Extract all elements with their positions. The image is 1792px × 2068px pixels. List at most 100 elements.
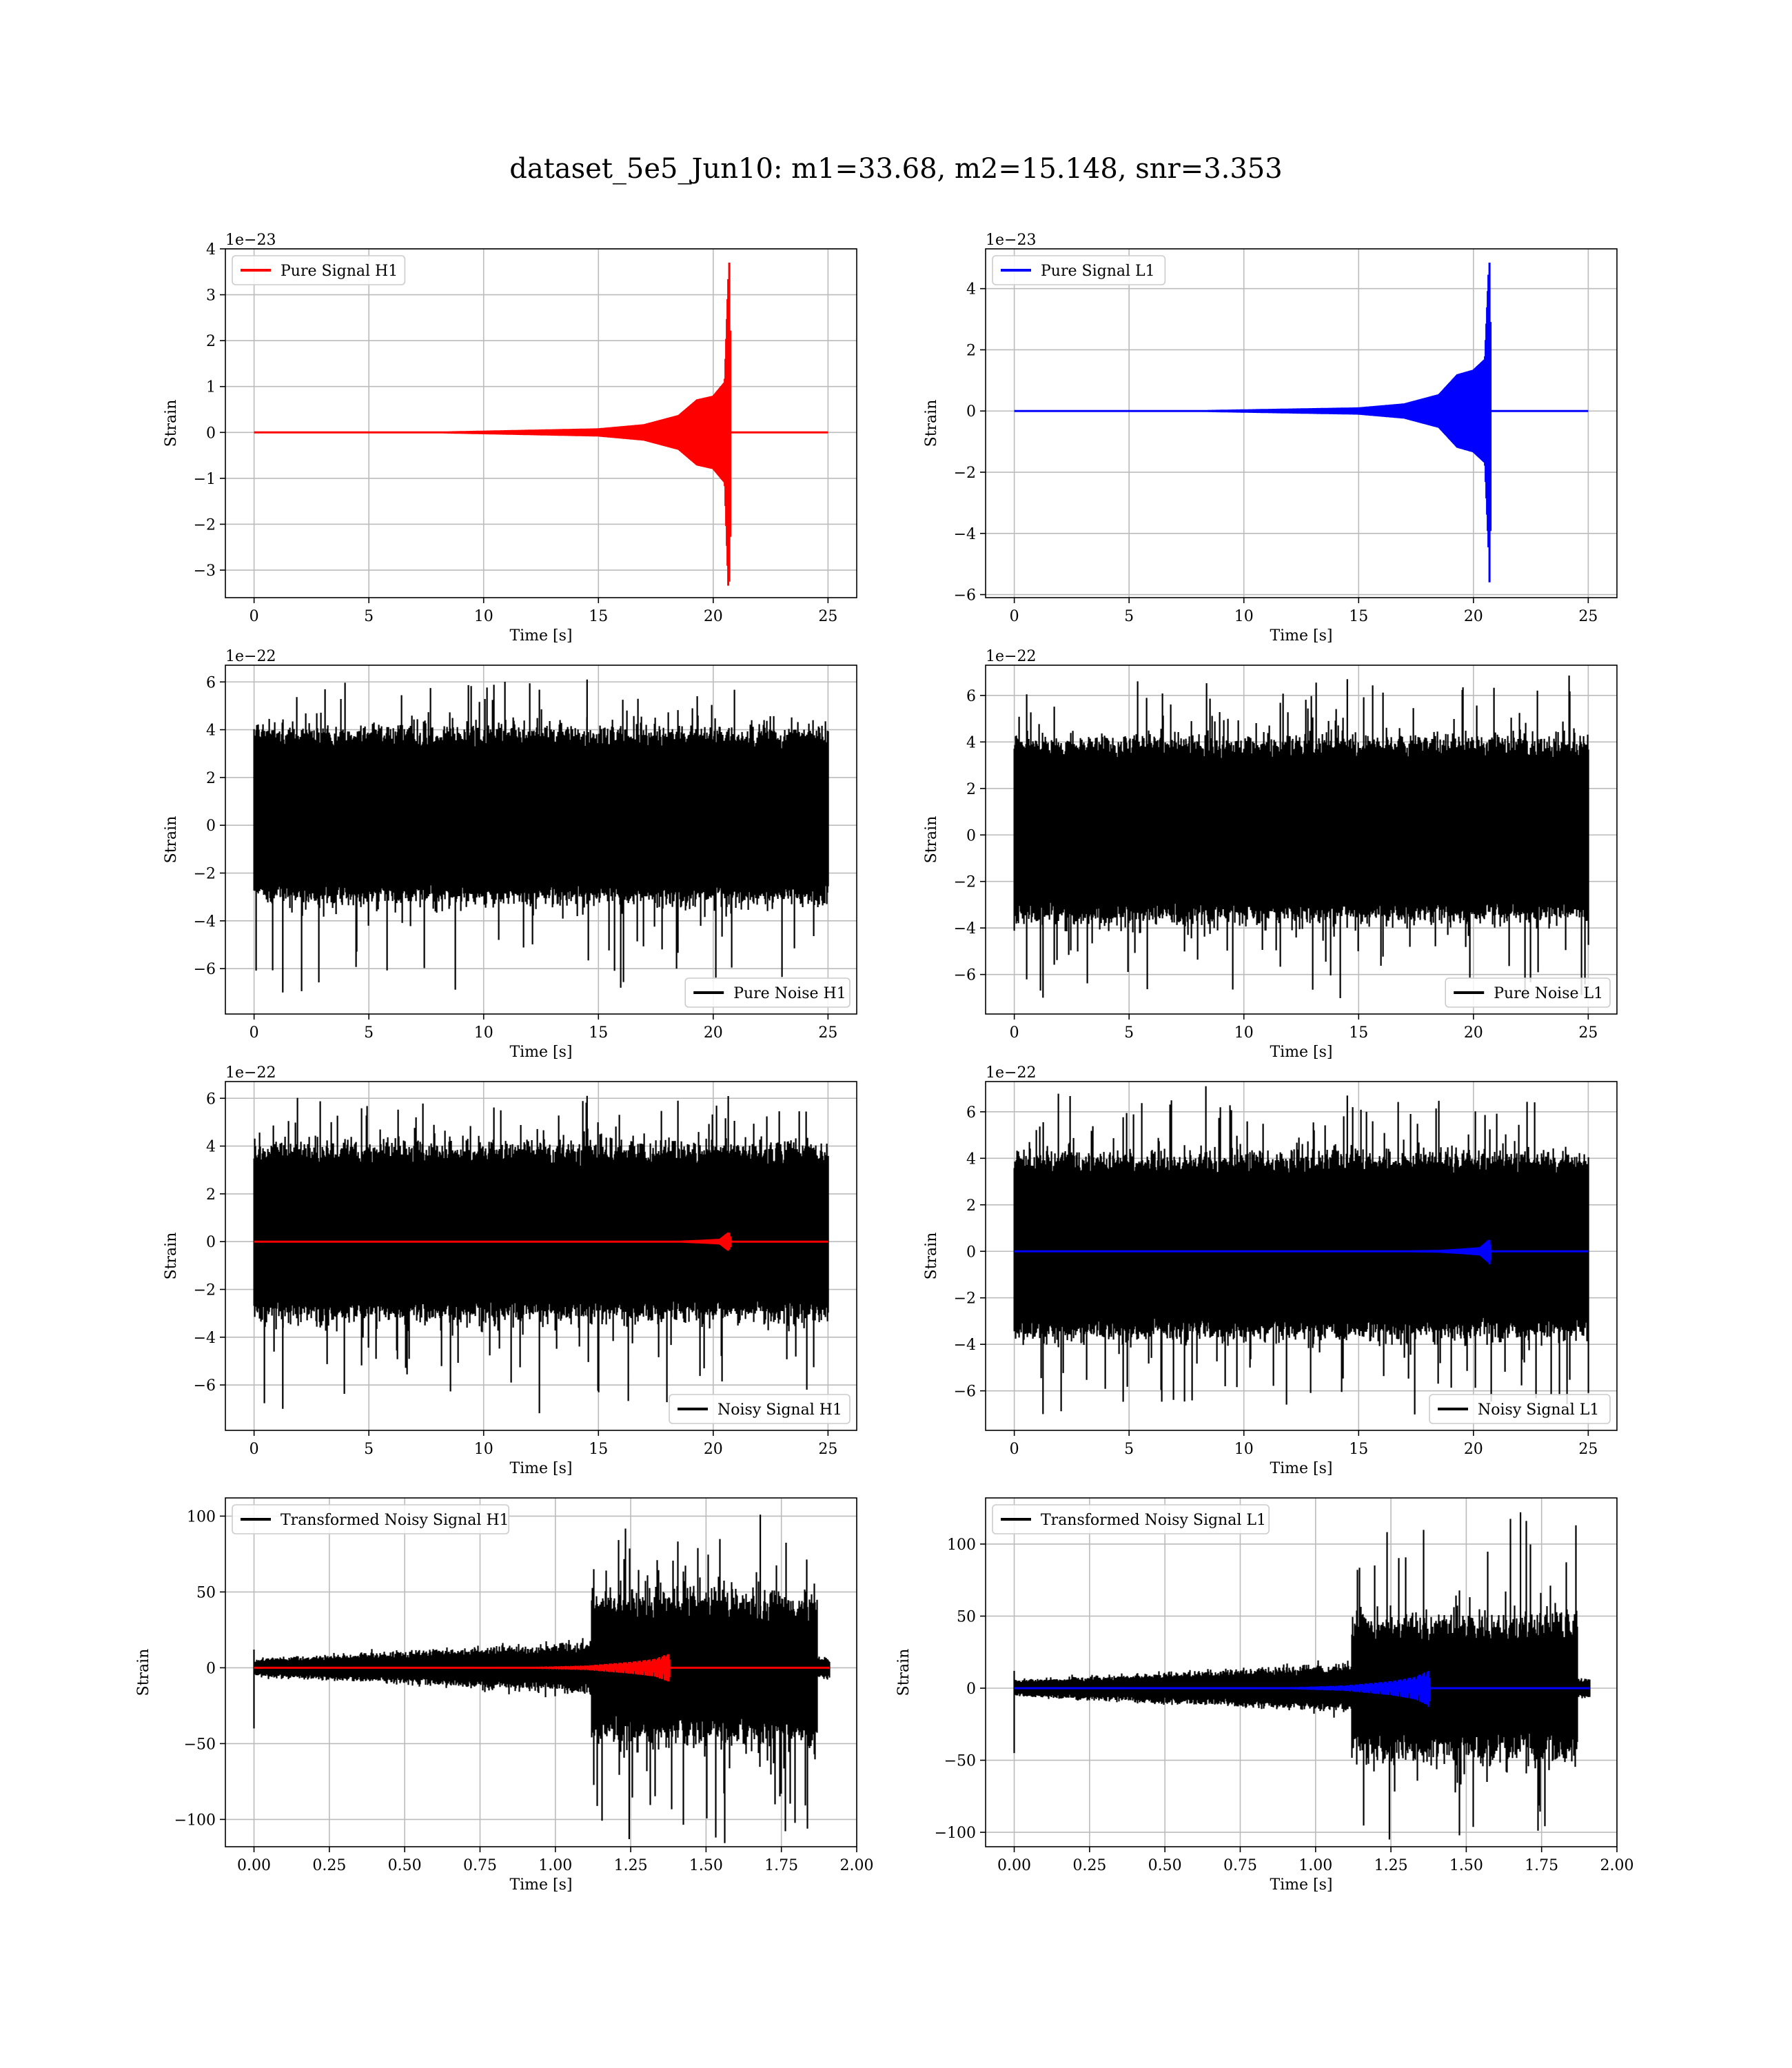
x-tick-label: 20 <box>704 608 723 625</box>
y-axis-label: Strain <box>163 1233 180 1280</box>
y-tick-label: 2 <box>966 342 976 359</box>
x-tick-label: 20 <box>704 1441 723 1458</box>
x-tick-label: 0.75 <box>463 1857 497 1874</box>
x-axis-label: Time [s] <box>1270 1044 1332 1061</box>
x-tick-label: 1.50 <box>689 1857 723 1874</box>
y-axis-label: Strain <box>163 816 180 864</box>
legend-label: Transformed Noisy Signal H1 <box>281 1512 509 1529</box>
legend: Pure Signal H1 <box>232 255 406 285</box>
y-tick-label: −6 <box>954 1383 976 1401</box>
x-tick-label: 15 <box>589 1441 608 1458</box>
x-tick-label: 0.50 <box>1148 1857 1182 1874</box>
x-tick-label: 0 <box>250 608 259 625</box>
offset-text: 1e−22 <box>986 648 1036 665</box>
y-axis: −6 −4 −2 0 2 4 <box>954 281 986 605</box>
noisy-signal-l1-series <box>1013 1086 1589 1415</box>
y-tick-label: 0 <box>206 425 216 442</box>
legend-box <box>992 1504 1270 1534</box>
y-tick-label: −2 <box>194 516 216 534</box>
y-tick-label: 1 <box>206 379 216 396</box>
legend-box <box>232 255 406 285</box>
y-tick-label: −4 <box>194 913 216 931</box>
legend-label: Pure Signal L1 <box>1041 263 1155 280</box>
y-tick-label: 4 <box>206 1139 216 1156</box>
y-axis-label: Strain <box>163 400 180 447</box>
overlay-chirp-series <box>1014 1239 1589 1265</box>
x-tick-label: 1.75 <box>764 1857 798 1874</box>
x-tick-label: 0 <box>1010 1024 1019 1042</box>
x-tick-label: 0.25 <box>312 1857 346 1874</box>
x-axis-label: Time [s] <box>1270 627 1332 645</box>
y-tick-label: 4 <box>966 1150 976 1168</box>
chart-panel-transformed-noisy-signal-l1: 0.00 0.25 0.50 0.75 1.00 1.25 1.50 1.75 2.00 −100… <box>895 1497 1634 1894</box>
x-tick-label: 2.00 <box>1600 1857 1634 1874</box>
y-tick-label: −1 <box>194 471 216 488</box>
y-tick-label: 0 <box>966 1244 976 1261</box>
y-tick-label: 2 <box>206 333 216 350</box>
y-tick-label: 6 <box>966 1104 976 1122</box>
y-tick-label: 6 <box>966 688 976 705</box>
y-axis: −6 −4 −2 0 2 4 6 <box>194 674 225 978</box>
x-axis: 0 5 10 15 20 25 <box>1010 1430 1598 1458</box>
plot-area <box>1013 1512 1591 1840</box>
plot-area <box>253 1514 831 1843</box>
y-tick-label: −4 <box>954 920 976 937</box>
x-tick-label: 10 <box>474 608 493 625</box>
noise-trace <box>1013 1086 1589 1415</box>
x-axis-label: Time [s] <box>1270 1876 1332 1894</box>
legend-box <box>669 1394 851 1424</box>
x-tick-label: 20 <box>1464 1024 1483 1042</box>
axes-frame <box>225 248 857 598</box>
y-tick-label: 0 <box>966 403 976 420</box>
figure-title: dataset_5e5_Jun10: m1=33.68, m2=15.148, … <box>509 153 1283 185</box>
y-tick-label: 4 <box>966 281 976 298</box>
pure-noise-h1-series <box>253 679 829 993</box>
axes-frame <box>985 1081 1618 1431</box>
y-tick-label: −50 <box>944 1753 976 1770</box>
y-axis: −6 −4 −2 0 2 4 6 <box>194 1091 225 1395</box>
x-tick-label: 10 <box>1234 608 1254 625</box>
axes-frame <box>225 665 857 1015</box>
y-tick-label: −2 <box>194 1282 216 1299</box>
y-tick-label: −2 <box>194 866 216 883</box>
legend: Transformed Noisy Signal L1 <box>992 1504 1270 1534</box>
x-tick-label: 25 <box>818 608 837 625</box>
y-tick-label: 50 <box>957 1608 976 1625</box>
transformed-noisy-signal-l1-series <box>1013 1512 1591 1840</box>
legend-box <box>1445 977 1611 1008</box>
chirp-trace <box>254 1654 830 1682</box>
x-tick-label: 0.00 <box>997 1857 1031 1874</box>
plot-area <box>1014 263 1589 582</box>
chart-panel-pure-signal-l1: 0 5 10 15 20 25 −6 −4 −2 0 2 4 Time [s] Strain 1e−23 Pu… <box>923 232 1618 645</box>
chirp-trace <box>254 263 828 586</box>
chirp-trace <box>1014 1670 1590 1707</box>
y-axis-label: Strain <box>895 1649 913 1696</box>
overlay-chirp-series <box>1014 1670 1590 1707</box>
x-axis: 0 5 10 15 20 25 <box>250 598 837 625</box>
x-tick-label: 5 <box>364 1441 374 1458</box>
plot-area <box>253 679 829 993</box>
x-tick-label: 25 <box>1578 1441 1598 1458</box>
axes-frame <box>225 1081 857 1431</box>
x-tick-label: 25 <box>818 1441 837 1458</box>
y-tick-label: −6 <box>954 967 976 984</box>
x-tick-label: 1.25 <box>1374 1857 1408 1874</box>
plot-area <box>253 1095 829 1414</box>
legend: Pure Noise L1 <box>1445 977 1611 1008</box>
pure-signal-h1-series <box>254 263 828 586</box>
y-tick-label: 4 <box>206 722 216 740</box>
y-axis: −6 −4 −2 0 2 4 6 <box>954 1104 986 1401</box>
y-tick-label: −6 <box>194 961 216 978</box>
legend: Pure Signal L1 <box>992 255 1166 285</box>
x-tick-label: 2.00 <box>840 1857 874 1874</box>
x-tick-label: 1.25 <box>614 1857 648 1874</box>
x-axis-label: Time [s] <box>509 1460 572 1477</box>
overlay-chirp-series <box>254 1233 828 1251</box>
y-tick-label: −50 <box>184 1736 216 1753</box>
x-tick-label: 0.50 <box>388 1857 422 1874</box>
noise-trace <box>253 1095 829 1414</box>
y-tick-label: 100 <box>947 1537 976 1554</box>
legend-box <box>992 255 1166 285</box>
legend-label: Pure Noise H1 <box>733 985 846 1002</box>
